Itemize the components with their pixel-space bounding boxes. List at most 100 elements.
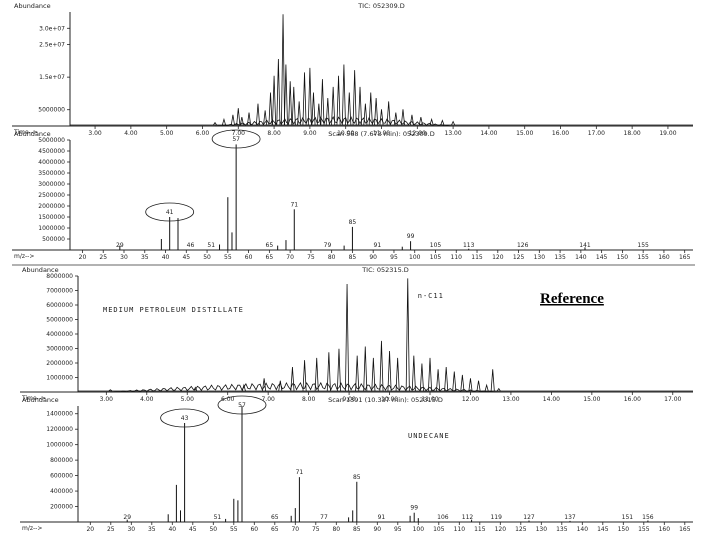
x-tick-label: 18.00 (624, 130, 641, 137)
x-tick-label: 9.00 (342, 396, 356, 403)
x-tick-label: 20 (86, 526, 94, 533)
x-tick-label: 145 (596, 254, 608, 261)
x-tick-label: 25 (99, 254, 107, 261)
x-tick-label: 115 (471, 254, 483, 261)
tic-peak (336, 348, 341, 392)
peak-annotation: n-C11 (418, 292, 444, 300)
tic-peak (272, 75, 277, 126)
tic-peak (326, 352, 331, 392)
x-tick-label: 45 (182, 254, 190, 261)
x-tick-label: 160 (659, 526, 671, 533)
x-tick-label: 14.00 (543, 396, 560, 403)
x-tick-label: 35 (148, 526, 156, 533)
ms-peak-label: 65 (271, 514, 279, 521)
x-tick-label: 85 (349, 254, 357, 261)
y-tick-label: 2000000 (38, 203, 65, 210)
x-tick-label: 40 (168, 526, 176, 533)
x-tick-label: 60 (250, 526, 258, 533)
tic-chromatogram-top: Abundance TIC: 052309.D 5000000 1.5e+07 2.5e… (12, 2, 693, 137)
x-tick-label: 19.00 (659, 130, 676, 137)
ms-peak-label: 99 (407, 233, 415, 240)
tic-trace (214, 115, 452, 127)
y-tick-label: 1200000 (46, 426, 73, 433)
tic-peak (484, 383, 489, 392)
x-tick-label: 15.00 (583, 396, 600, 403)
tic-peak (386, 101, 391, 126)
tic-peak (347, 92, 352, 126)
tic-peak (302, 360, 307, 392)
tic-peak (405, 278, 410, 392)
panel-title: TIC: 052315.D (361, 266, 409, 274)
x-axis-title: Time--> (13, 129, 38, 136)
y-tick-label: 1.5e+07 (39, 74, 65, 81)
ms-peak-label: 77 (320, 514, 328, 521)
tic-peak (419, 363, 424, 392)
x-tick-label: 90 (373, 526, 381, 533)
x-tick-label: 11.00 (373, 130, 390, 137)
tic-peak (276, 58, 281, 126)
x-tick-label: 75 (307, 254, 315, 261)
x-tick-label: 80 (328, 254, 336, 261)
x-tick-label: 45 (189, 526, 197, 533)
x-tick-label: 75 (312, 526, 320, 533)
y-axis-title: Abundance (22, 396, 59, 404)
x-tick-label: 160 (658, 254, 670, 261)
panel-title: TIC: 052309.D (357, 2, 405, 10)
tic-peak (496, 387, 501, 392)
x-tick-label: 130 (536, 526, 548, 533)
x-tick-label: 16.00 (624, 396, 641, 403)
tic-peak (363, 346, 368, 392)
ms-peak-label: 119 (490, 514, 502, 521)
tic-peak (358, 86, 363, 126)
ms-peak-label: 29 (123, 514, 131, 521)
y-tick-label: 200000 (50, 504, 73, 511)
x-tick-label: 4.00 (124, 130, 138, 137)
tic-peak (268, 92, 273, 126)
tic-trace (110, 381, 497, 393)
tic-peak (302, 72, 307, 126)
ms-peak-label: 71 (290, 201, 298, 208)
tic-peak (418, 116, 423, 126)
x-tick-label: 17.00 (588, 130, 605, 137)
ms-peak-label: 91 (374, 242, 382, 249)
y-tick-label: 5000000 (38, 107, 65, 114)
y-tick-label: 5000000 (38, 137, 65, 144)
tic-peak (331, 86, 336, 126)
x-tick-label: 6.00 (196, 130, 210, 137)
tic-peak (436, 369, 441, 392)
y-tick-label: 1400000 (46, 411, 73, 418)
ms-peak-label: 155 (637, 242, 649, 249)
tic-peak (352, 70, 357, 126)
tic-peak (247, 112, 252, 126)
x-tick-label: 165 (679, 526, 691, 533)
tic-peak (460, 374, 465, 392)
tic-peak (291, 86, 296, 126)
panel-title: Scan 1391 (10.337 min): 052315.D (328, 396, 443, 404)
x-tick-label: 30 (120, 254, 128, 261)
ms-peak-label: 105 (430, 242, 442, 249)
mass-spectrum-bottom: Abundance Scan 1391 (10.337 min): 052315.… (20, 395, 693, 533)
x-tick-label: 4.00 (140, 396, 154, 403)
x-tick-label: 25 (107, 526, 115, 533)
tic-peak (345, 283, 350, 392)
ms-peak-label: 91 (378, 514, 386, 521)
tic-peak (476, 380, 481, 392)
x-tick-label: 50 (203, 254, 211, 261)
x-tick-label: 100 (409, 254, 421, 261)
x-tick-label: 10.00 (381, 396, 398, 403)
x-tick-label: 55 (230, 526, 238, 533)
tic-peak (281, 14, 286, 126)
x-tick-label: 9.00 (303, 130, 317, 137)
y-tick-label: 5000000 (46, 317, 73, 324)
ms-peak-label: 46 (187, 242, 195, 249)
tic-peak (355, 355, 360, 392)
x-tick-label: 140 (575, 254, 587, 261)
tic-peak (288, 81, 293, 126)
ms-peak-label: 51 (214, 514, 222, 521)
x-tick-label: 12.00 (462, 396, 479, 403)
x-tick-label: 35 (141, 254, 149, 261)
x-tick-label: 95 (390, 254, 398, 261)
ms-peak-label: 126 (517, 242, 529, 249)
tic-peak (297, 101, 302, 126)
tic-peak (440, 119, 445, 126)
